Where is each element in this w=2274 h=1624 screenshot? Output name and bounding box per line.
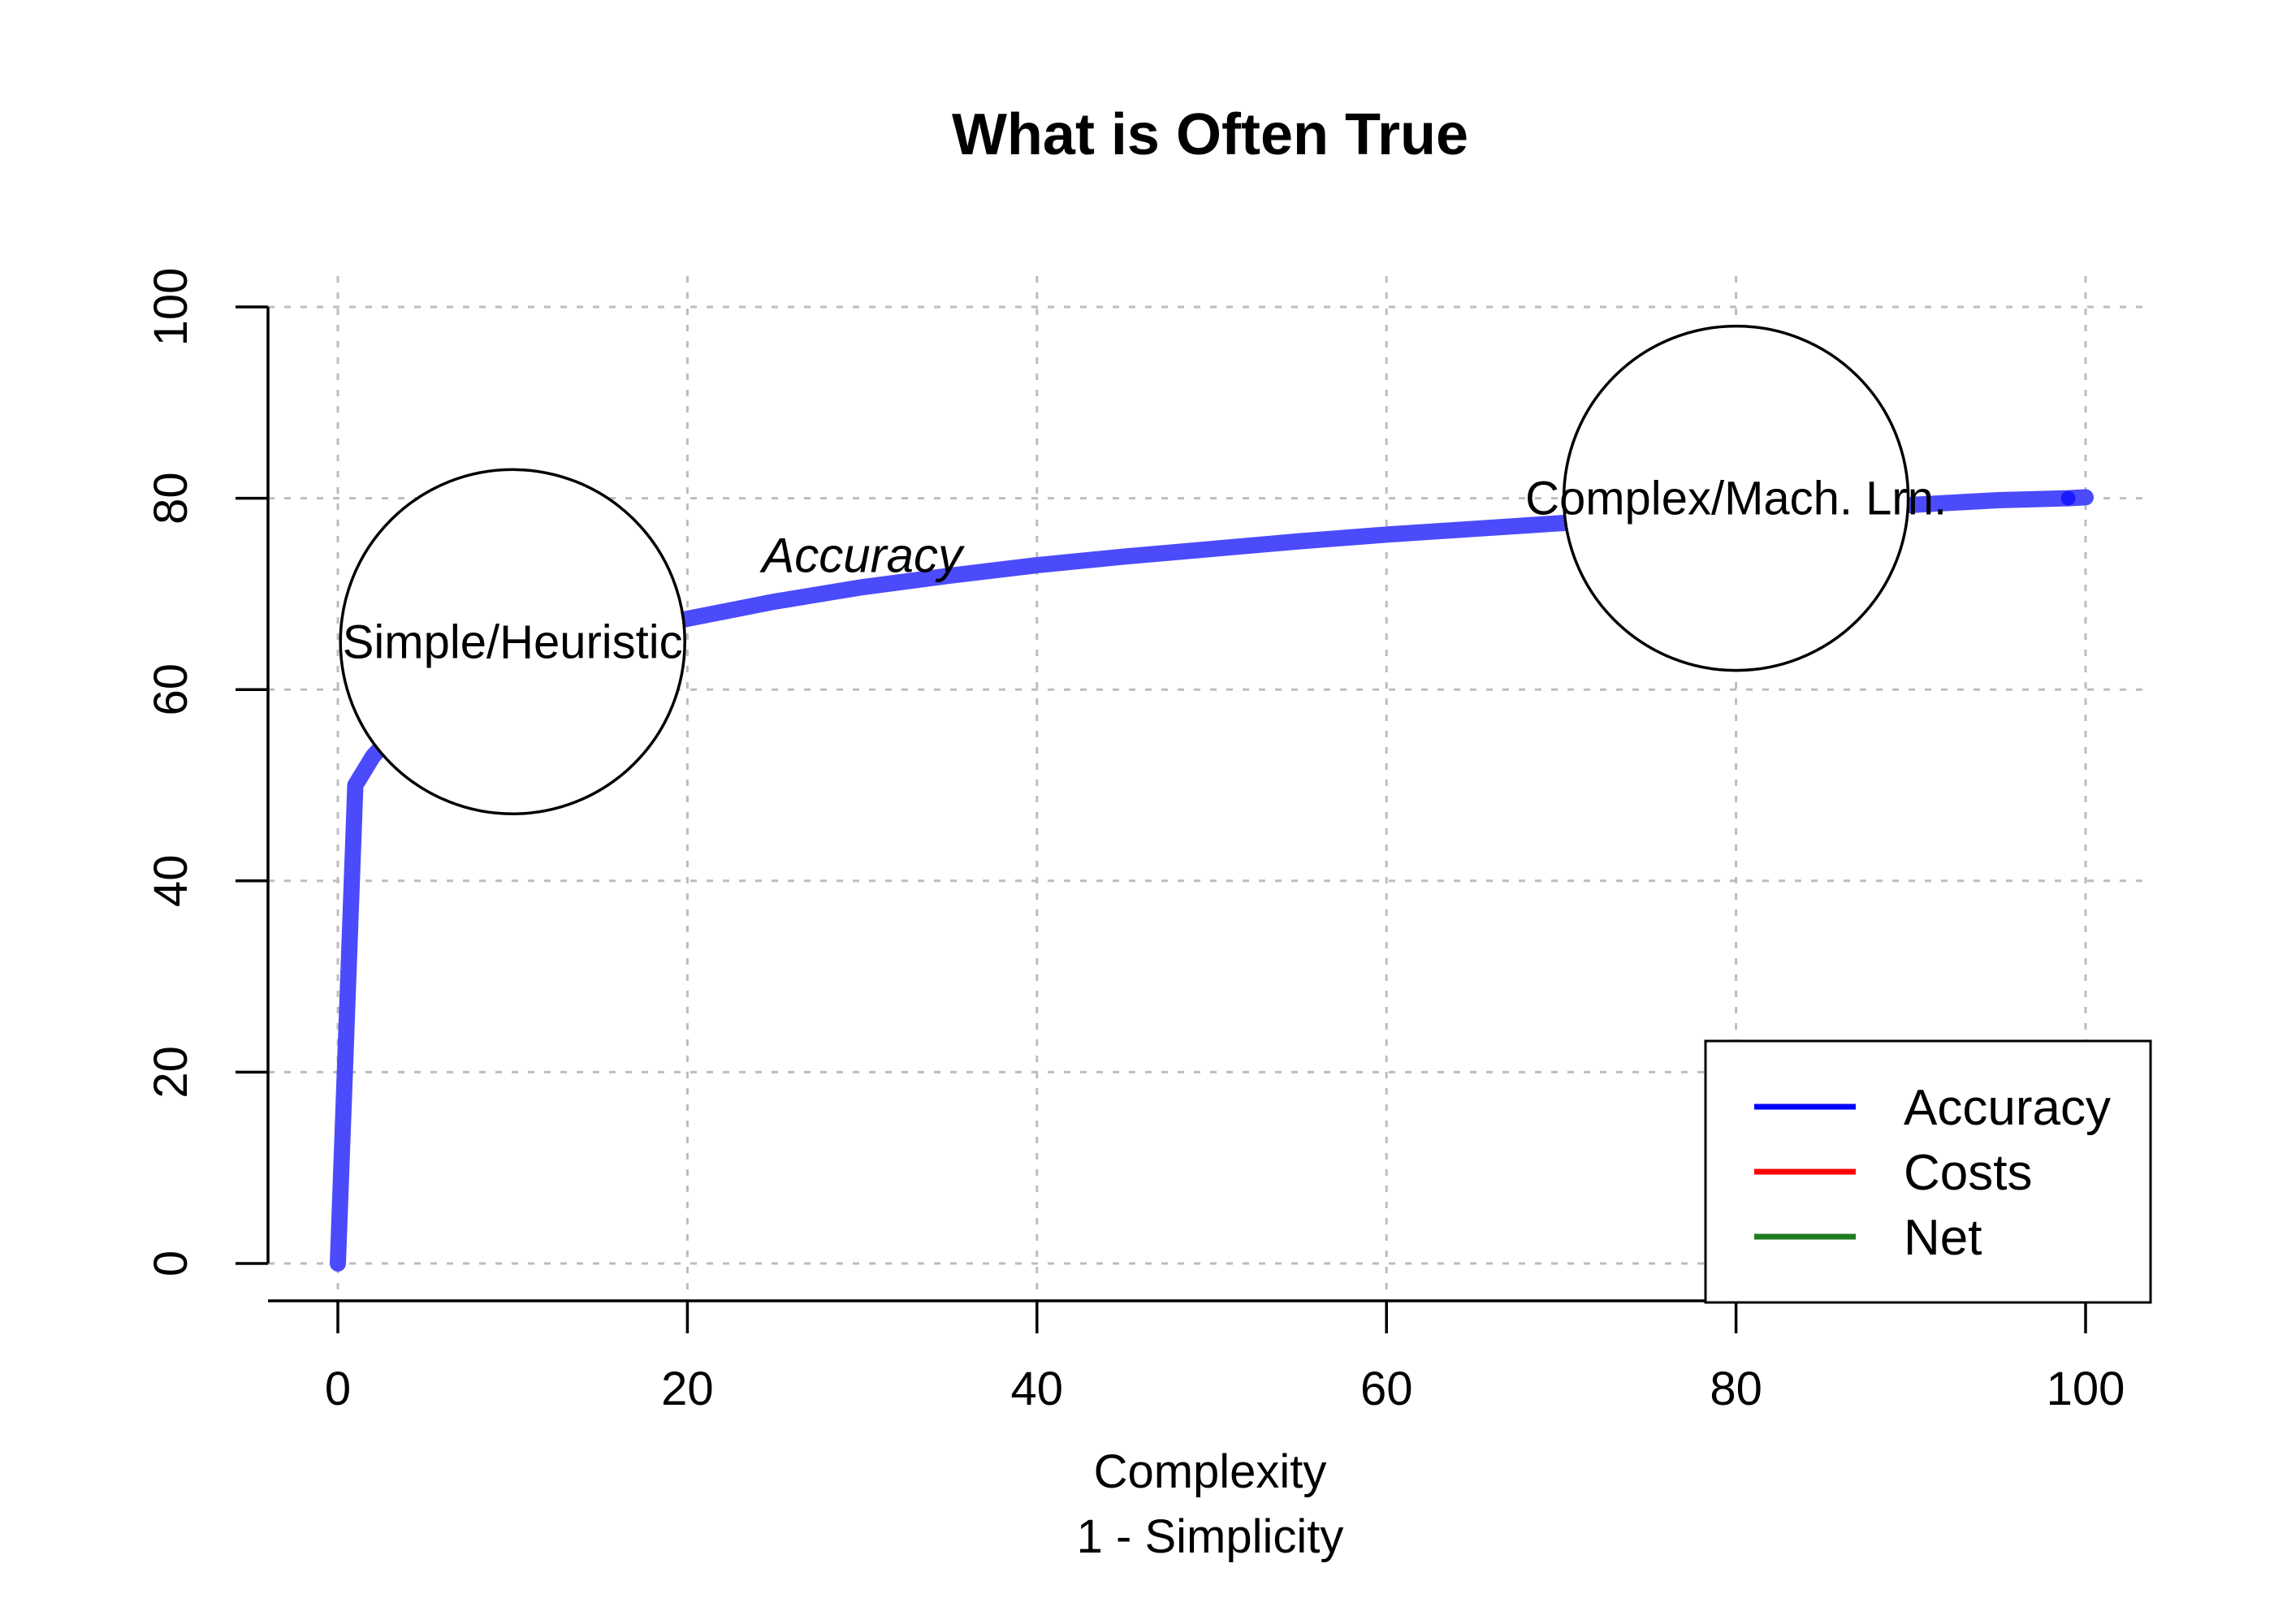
x-axis-sublabel: 1 - Simplicity — [1077, 1510, 1344, 1563]
legend-label-net: Net — [1904, 1210, 1982, 1266]
bubble-label: Simple/Heuristic — [343, 615, 683, 668]
bubble-label: Complex/Mach. Lrn. — [1525, 473, 1947, 525]
bubble-circle — [339, 468, 686, 816]
chart-title: What is Often True — [952, 102, 1468, 167]
y-tick-label: 0 — [145, 1250, 197, 1276]
bubble-layer: Simple/Heuristic Complex/Mach. Lrn. — [339, 324, 1947, 816]
y-tick-label: 20 — [145, 1046, 197, 1099]
series-point — [2060, 490, 2076, 506]
axes: 0 20 40 60 80 100 0 20 40 60 80 100 — [145, 268, 2151, 1415]
y-tick-label: 100 — [145, 268, 197, 347]
curve-label: Accuracy — [759, 528, 966, 582]
bubble-circle — [1562, 324, 1910, 672]
x-tick-label: 20 — [661, 1363, 714, 1415]
x-tick-label: 0 — [325, 1363, 351, 1415]
y-tick-label: 80 — [145, 472, 197, 525]
x-axis-label: Complexity — [1094, 1445, 1327, 1498]
x-tick-label: 80 — [1710, 1363, 1762, 1415]
legend: Accuracy Costs Net — [1704, 1039, 2152, 1304]
x-tick-label: 40 — [1011, 1363, 1064, 1415]
legend-label-accuracy: Accuracy — [1904, 1080, 2111, 1136]
legend-label-costs: Costs — [1904, 1145, 2032, 1201]
x-tick-label: 60 — [1360, 1363, 1413, 1415]
y-tick-label: 40 — [145, 855, 197, 908]
y-tick-label: 60 — [145, 663, 197, 716]
x-tick-label: 100 — [2047, 1363, 2125, 1415]
